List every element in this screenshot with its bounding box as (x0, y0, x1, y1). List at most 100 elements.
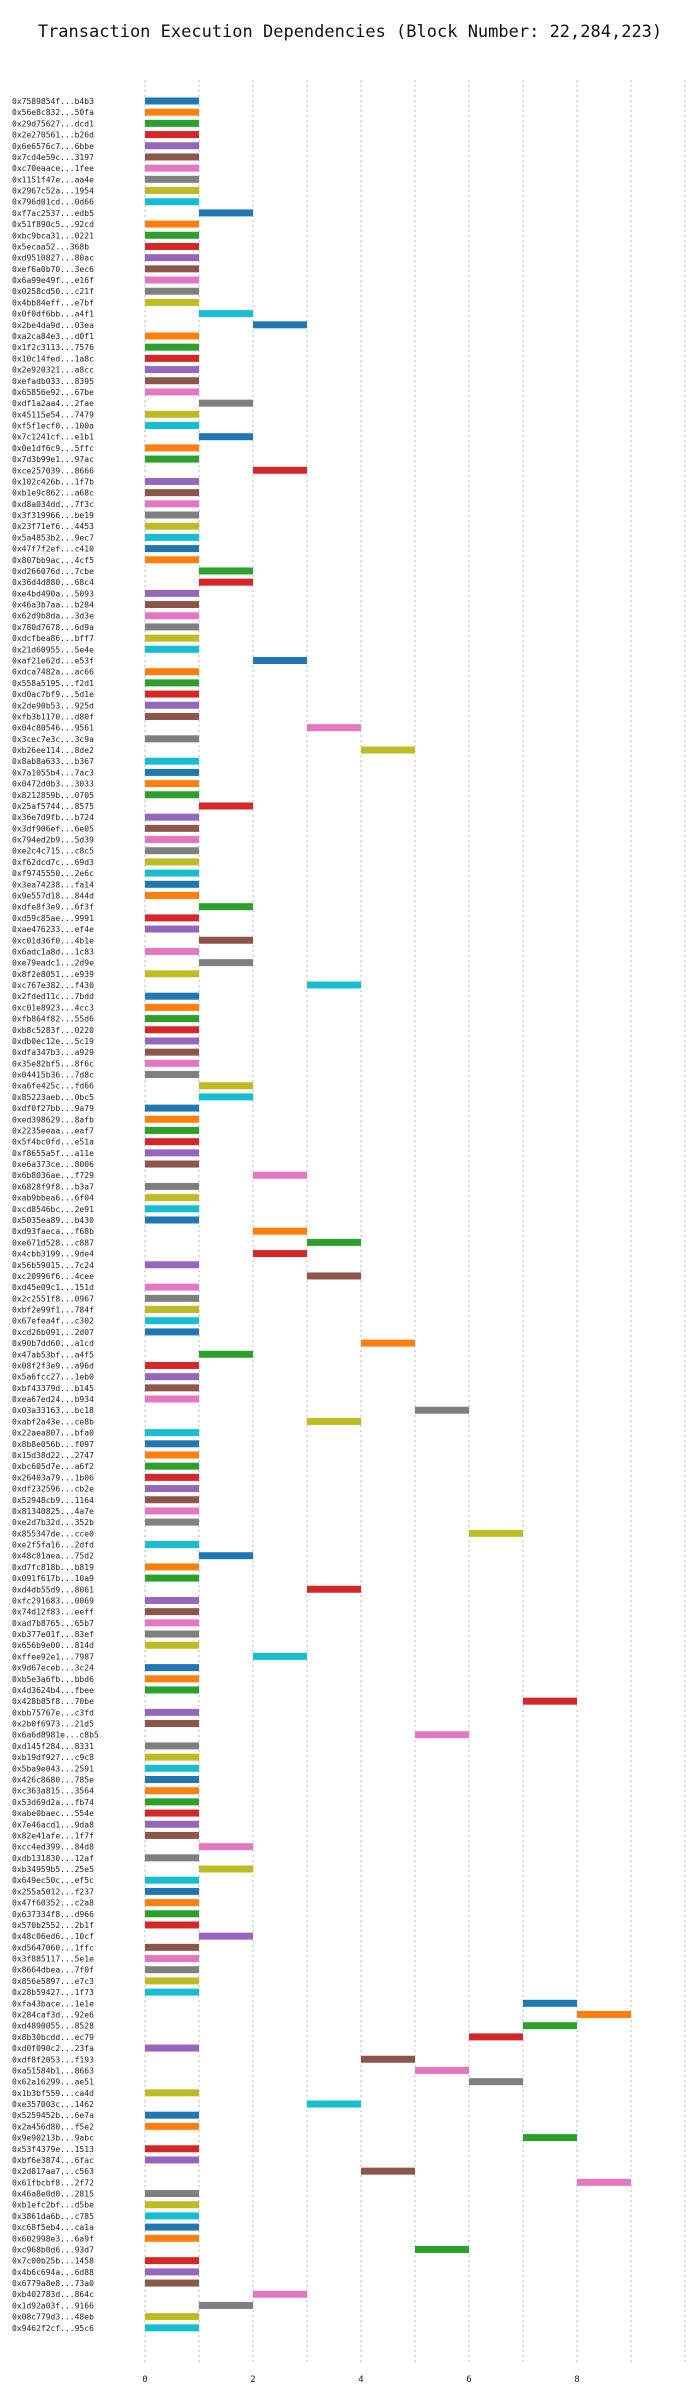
bar (145, 388, 199, 396)
bar (145, 511, 199, 519)
y-tick-label: 0x9d67eceb...3c24 (12, 1664, 94, 1673)
bar (145, 1831, 199, 1839)
bar (145, 1742, 199, 1750)
y-tick-label: 0x08c779d3...48eb (12, 2313, 94, 2322)
bar (145, 668, 199, 676)
y-tick-label: 0xf7ac2537...edb5 (12, 209, 94, 218)
x-tick-labels: 0 2 4 6 8 (142, 2375, 579, 2385)
y-tick-label: 0xd5647060...1ffc (12, 1943, 94, 1952)
y-tick-label: 0x51f890c5...92cd (12, 220, 94, 229)
bar (145, 757, 199, 765)
bar (307, 2100, 361, 2108)
y-tick-label: 0x23f71ef6...4453 (12, 522, 94, 531)
bar (415, 2066, 469, 2074)
y-tick-label: 0x2235eeaa...eaf7 (12, 1126, 94, 1135)
bar (199, 209, 253, 217)
bar (145, 2190, 199, 2198)
y-tick-label: 0x26403a79...1b06 (12, 1473, 94, 1482)
bar (145, 2313, 199, 2321)
y-tick-label: 0xb1e9c862...a68c (12, 489, 94, 498)
bar (145, 1708, 199, 1716)
y-tick-label: 0x855347de...cce0 (12, 1529, 94, 1538)
y-tick-label: 0xcd8546bc...2e91 (12, 1205, 94, 1214)
y-tick-label: 0x21d60955...5e4e (12, 645, 94, 654)
y-tick-label: 0x03a33163...bc18 (12, 1406, 94, 1415)
bar (199, 903, 253, 911)
y-tick-label: 0xd4890055...8528 (12, 2022, 94, 2031)
y-tick-label: 0x856e5897...e7c3 (12, 1977, 94, 1986)
bar (145, 1921, 199, 1929)
bar (145, 2201, 199, 2209)
y-tick-label: 0xbc605d7e...a6f2 (12, 1462, 94, 1471)
bar (199, 433, 253, 441)
bar (145, 735, 199, 743)
y-tick-label: 0x9e90213b...9abc (12, 2134, 94, 2143)
bar (199, 1350, 253, 1358)
y-tick-label: 0x2fded11c...7bdd (12, 992, 94, 1001)
y-tick-label: 0xe4bd490a...5093 (12, 589, 94, 598)
y-tick-label: 0x428b85f8...70be (12, 1697, 94, 1706)
y-tick-labels: 0x7589854f...b4b3 0x56e8c832...50fa 0x29d7… (12, 97, 99, 2333)
bar (145, 1809, 199, 1817)
bar (145, 768, 199, 776)
y-tick-label: 0x0e1df6c9...5ffc (12, 444, 94, 453)
bar (145, 142, 199, 150)
y-tick-label: 0x5035ea89...b430 (12, 1216, 94, 1225)
y-tick-label: 0xef6a0b70...3ec6 (12, 265, 94, 274)
bar (415, 1406, 469, 1414)
y-tick-label: 0x8b30bcdd...ec79 (12, 2033, 94, 2042)
y-tick-label: 0xb26ee114...8de2 (12, 746, 94, 755)
y-tick-label: 0xabf2a43e...ce8b (12, 1417, 94, 1426)
bar (145, 847, 199, 855)
y-tick-label: 0x53f4379e...1513 (12, 2145, 94, 2154)
y-tick-label: 0xd59c85ae...9991 (12, 914, 94, 923)
y-tick-label: 0x36e7d9fb...b724 (12, 813, 94, 822)
bar (307, 981, 361, 989)
bar (145, 1104, 199, 1112)
bar (145, 925, 199, 933)
bar (199, 1552, 253, 1560)
y-tick-label: 0x52948cb9...1164 (12, 1496, 94, 1505)
y-tick-label: 0x6779a8e8...73a0 (12, 2279, 94, 2288)
x-tick-label: 2 (250, 2375, 255, 2385)
y-tick-label: 0x4d3624b4...fbee (12, 1686, 94, 1695)
bar (199, 399, 253, 407)
y-tick-label: 0xf5f1ecf0...100a (12, 422, 94, 431)
y-tick-label: 0xed398629...8afb (12, 1115, 94, 1124)
y-tick-label: 0xbf2e99f1...784f (12, 1306, 94, 1315)
bar (253, 1171, 307, 1179)
bar (307, 724, 361, 732)
y-tick-label: 0x5a4853b2...9ec7 (12, 533, 94, 542)
y-tick-label: 0x62a16299...ae51 (12, 2078, 94, 2087)
bar (145, 444, 199, 452)
y-tick-label: 0xd4db55d9...8061 (12, 1585, 94, 1594)
bar (145, 1518, 199, 1526)
bar (145, 1675, 199, 1683)
bar (145, 1876, 199, 1884)
y-tick-label: 0x091f617b...10a9 (12, 1574, 94, 1583)
bar (145, 1541, 199, 1549)
y-tick-label: 0x4b6c694a...6d88 (12, 2268, 94, 2277)
bar (145, 1283, 199, 1291)
bar (145, 1395, 199, 1403)
y-tick-label: 0x649ec50c...ef5c (12, 1876, 94, 1885)
y-tick-label: 0xd145f284...8331 (12, 1742, 94, 1751)
y-tick-label: 0x85223aeb...0bc5 (12, 1093, 94, 1102)
y-tick-label: 0xfb864f82...55d6 (12, 1015, 94, 1024)
bar (469, 2078, 523, 2086)
y-tick-label: 0xbb75767e...c3fd (12, 1708, 94, 1717)
bar (145, 1138, 199, 1146)
y-tick-label: 0x1f2c3113...7576 (12, 343, 94, 352)
y-tick-label: 0x7589854f...b4b3 (12, 97, 94, 106)
y-tick-label: 0x255a5012...f237 (12, 1887, 94, 1896)
bar (145, 623, 199, 631)
bar (145, 287, 199, 295)
y-tick-label: 0xabe0baec...554e (12, 1809, 94, 1818)
bar (145, 914, 199, 922)
bar (145, 780, 199, 788)
y-tick-label: 0x6828f9f8...b3a7 (12, 1182, 94, 1191)
bar (577, 2010, 631, 2018)
y-tick-label: 0xe6a373ce...8006 (12, 1160, 94, 1169)
bar (145, 1149, 199, 1157)
y-tick-label: 0x46a3b7aa...b284 (12, 601, 94, 610)
